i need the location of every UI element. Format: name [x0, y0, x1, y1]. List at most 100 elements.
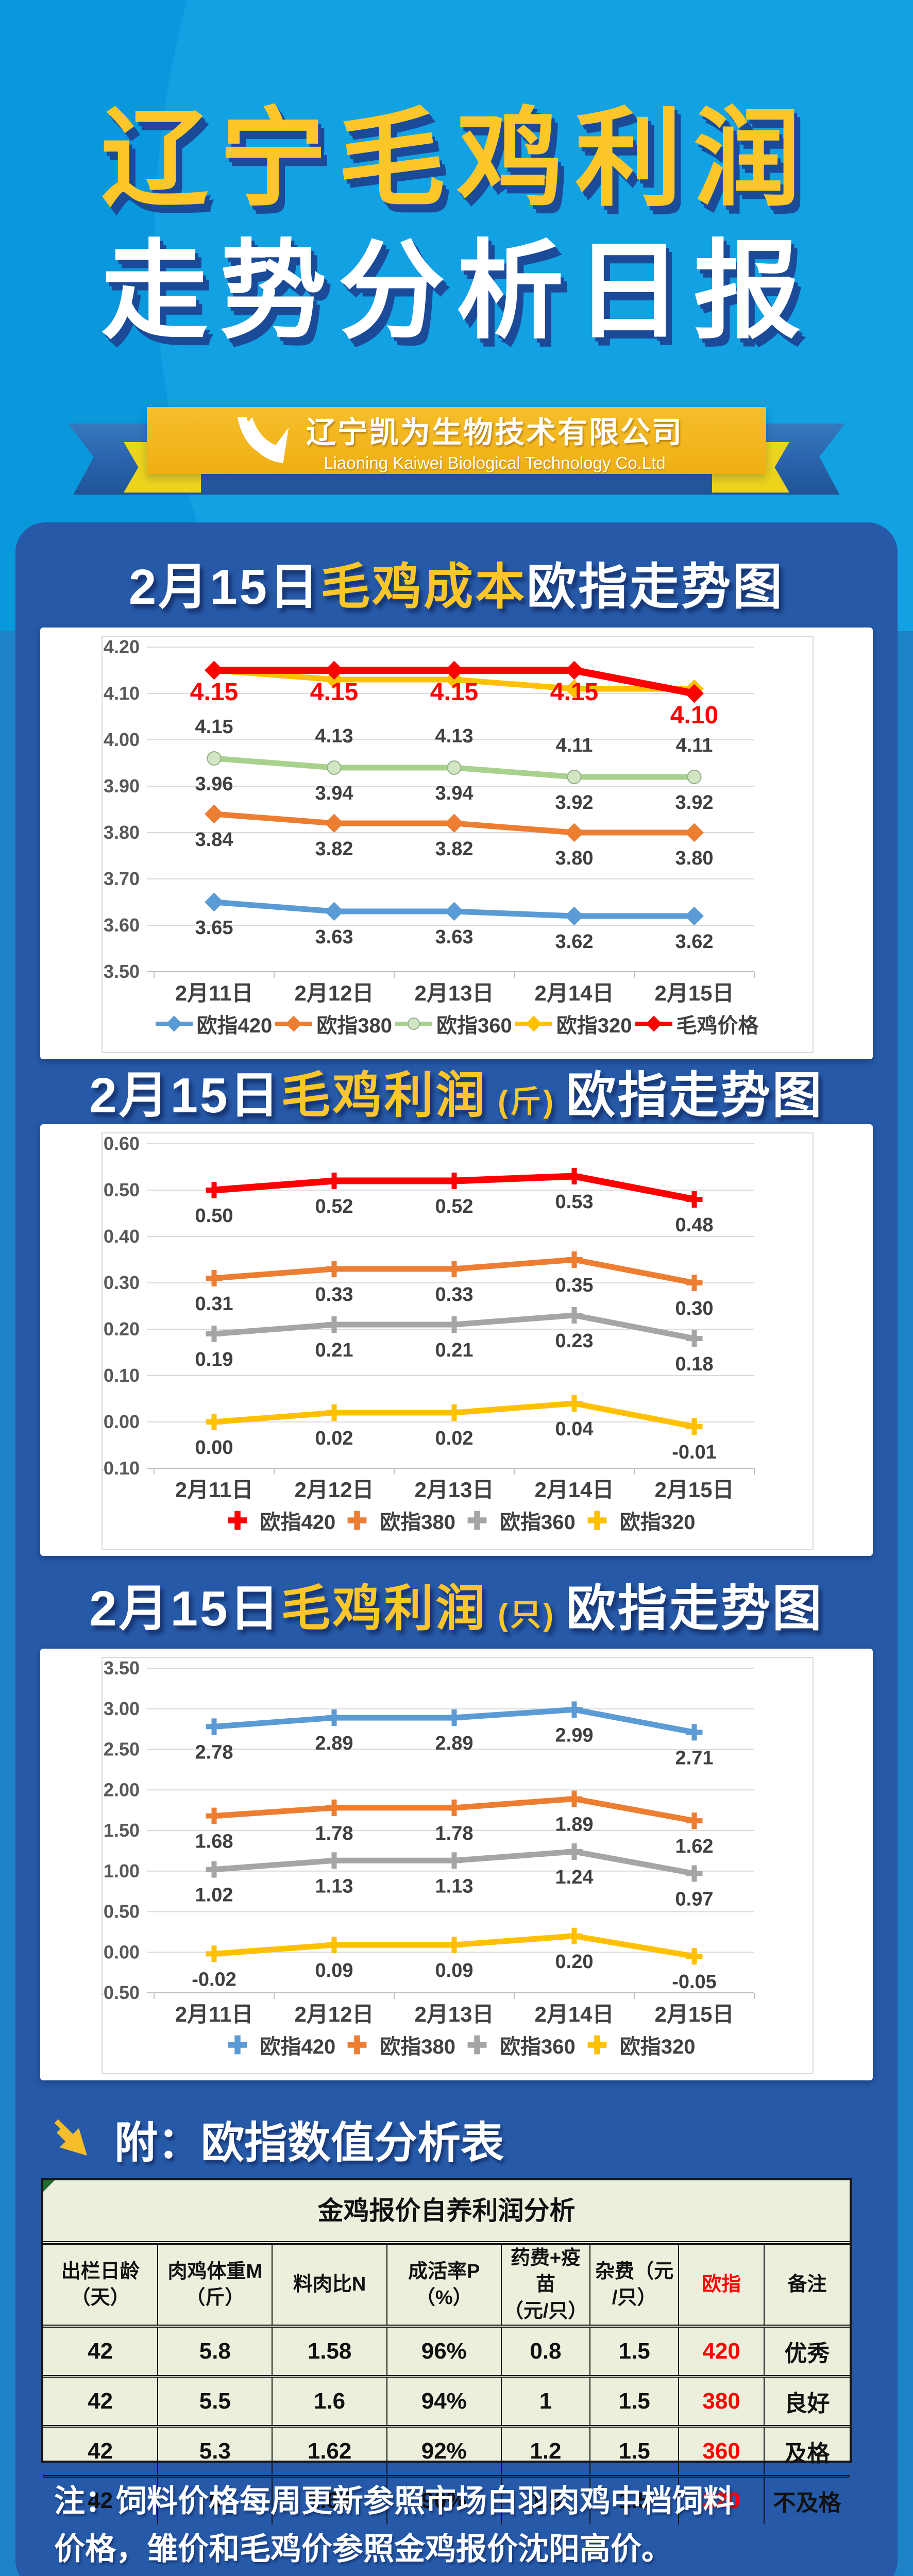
svg-text:3.62: 3.62 — [555, 931, 594, 953]
footnote-line1: 注：饲料价格每周更新参照市场白羽肉鸡中档饲料 — [54, 2484, 734, 2518]
chart1-title: 2月15日毛鸡成本欧指走势图 — [15, 559, 898, 616]
svg-text:4.15: 4.15 — [430, 679, 478, 706]
chart-title-part: 欧指走势图 — [527, 560, 785, 615]
legend-item: 欧指380 — [274, 1009, 392, 1039]
legend-label: 欧指360 — [500, 2036, 576, 2058]
svg-text:3.65: 3.65 — [195, 917, 233, 939]
analysis-header-text: 附：欧指数值分析表 — [114, 2119, 504, 2167]
svg-text:4.13: 4.13 — [315, 725, 353, 747]
table-cell: 42 — [43, 2476, 159, 2524]
svg-text:2.50: 2.50 — [104, 1739, 140, 1760]
svg-text:3.50: 3.50 — [104, 1658, 140, 1679]
legend-item: 欧指380 — [337, 2030, 455, 2060]
svg-text:3.92: 3.92 — [675, 792, 714, 814]
svg-text:4.15: 4.15 — [190, 679, 238, 706]
svg-text:4.15: 4.15 — [310, 679, 358, 706]
table-body: 42 5.8 1.58 96% 0.8 1.5 420 优秀 42 5.5 1.6 94% 1 1.5 38… — [43, 2325, 850, 2524]
svg-text:0.33: 0.33 — [435, 1284, 474, 1306]
chart2-legend: 欧指420 欧指380 欧指360 欧指320 — [40, 1505, 873, 1535]
table-header-cell: 备注 — [764, 2244, 850, 2328]
svg-text:0.02: 0.02 — [315, 1428, 353, 1449]
table-cell: 42 — [43, 2426, 159, 2478]
legend-item: 欧指380 — [337, 1505, 455, 1535]
table-cell: 良好 — [764, 2376, 850, 2428]
svg-text:3.94: 3.94 — [435, 783, 474, 804]
svg-text:3.63: 3.63 — [315, 926, 353, 948]
table-cell: 优秀 — [764, 2325, 850, 2378]
legend-item: 欧指360 — [458, 1505, 576, 1535]
svg-text:1.68: 1.68 — [195, 1831, 233, 1853]
svg-text:3.60: 3.60 — [104, 914, 140, 936]
svg-text:1.13: 1.13 — [435, 1875, 474, 1897]
legend-item: 欧指420 — [155, 1009, 273, 1039]
svg-text:2.99: 2.99 — [555, 1724, 594, 1746]
svg-text:3.80: 3.80 — [675, 848, 714, 869]
analysis-section-header: 附：欧指数值分析表 — [42, 2108, 504, 2171]
chart-title-part: 毛鸡成本 — [320, 560, 527, 615]
svg-text:1.24: 1.24 — [555, 1867, 594, 1888]
table-cell: 5.3 — [157, 2426, 273, 2478]
svg-text:4.11: 4.11 — [556, 735, 593, 756]
svg-text:3.00: 3.00 — [104, 1698, 140, 1719]
chart-title-part: 欧指走势图 — [566, 1068, 824, 1123]
chart1-card: 4.20 4.10 4.00 3.90 3.80 3.70 3.60 3.50 2月11日 2月1… — [40, 628, 873, 1059]
chart3-plot: 3.50 3.00 2.50 2.00 1.50 1.00 0.50 0.00 -0.50 2月1… — [103, 1658, 755, 2026]
svg-text:0.53: 0.53 — [555, 1191, 594, 1213]
svg-text:2.00: 2.00 — [104, 1779, 140, 1800]
table-cell: 1.62 — [272, 2426, 387, 2478]
svg-text:0.02: 0.02 — [435, 1428, 474, 1449]
legend-label: 欧指380 — [380, 1511, 455, 1534]
table-title: 金鸡报价自养利润分析 — [43, 2180, 850, 2244]
svg-text:0.30: 0.30 — [104, 1272, 140, 1293]
svg-text:2月11日: 2月11日 — [175, 2002, 253, 2026]
table-cell: 1.5 — [589, 2426, 680, 2478]
svg-text:2.89: 2.89 — [435, 1733, 474, 1754]
svg-text:2月15日: 2月15日 — [654, 1478, 734, 1502]
chart3-card: 3.50 3.00 2.50 2.00 1.50 1.00 0.50 0.00 -0.50 2月1… — [40, 1649, 873, 2080]
svg-text:0.50: 0.50 — [195, 1205, 233, 1227]
svg-text:0.40: 0.40 — [104, 1226, 140, 1247]
svg-text:1.13: 1.13 — [315, 1875, 353, 1897]
svg-text:4.13: 4.13 — [435, 725, 474, 747]
svg-text:0.97: 0.97 — [675, 1888, 714, 1910]
svg-text:2月14日: 2月14日 — [534, 2002, 614, 2026]
table-cell: 1 — [500, 2376, 591, 2428]
svg-text:0.00: 0.00 — [195, 1437, 233, 1459]
legend-label: 欧指380 — [380, 2036, 455, 2058]
svg-text:-0.05: -0.05 — [672, 1971, 717, 1993]
table-cell: 1.5 — [589, 2476, 680, 2524]
legend-label: 欧指380 — [316, 1014, 392, 1037]
table-cell: 及格 — [764, 2426, 850, 2478]
poster-title-line1: 辽宁毛鸡利润 — [101, 99, 812, 219]
table-cell: 5 — [157, 2476, 273, 2524]
svg-text:0.00: 0.00 — [104, 1411, 140, 1432]
legend-item: 欧指420 — [218, 1505, 335, 1535]
svg-text:0.30: 0.30 — [675, 1298, 714, 1319]
table-cell: 不及格 — [764, 2476, 850, 2524]
table-cell: 420 — [678, 2325, 765, 2378]
table-cell: 96% — [386, 2325, 502, 2378]
table-header-cell: 肉鸡体重M （斤） — [157, 2244, 273, 2328]
svg-text:0.35: 0.35 — [555, 1275, 594, 1296]
table-cell: 42 — [43, 2376, 159, 2428]
svg-text:0.10: 0.10 — [104, 1365, 140, 1386]
svg-text:-0.50: -0.50 — [103, 1982, 140, 2003]
svg-text:2.71: 2.71 — [675, 1747, 714, 1769]
chart2-card: 0.60 0.50 0.40 0.30 0.20 0.10 0.00 -0.10 2月11日 2月… — [40, 1124, 873, 1556]
legend-label: 欧指420 — [196, 1014, 273, 1037]
table-cell: 42 — [43, 2325, 159, 2378]
table-cell: 90% — [386, 2476, 502, 2524]
svg-text:3.50: 3.50 — [104, 961, 140, 982]
svg-text:1.78: 1.78 — [315, 1823, 353, 1844]
svg-text:0.52: 0.52 — [315, 1196, 353, 1217]
svg-text:0.21: 0.21 — [315, 1340, 353, 1361]
table-cell: 1.5 — [589, 2376, 680, 2428]
svg-text:2月15日: 2月15日 — [654, 2002, 734, 2026]
svg-text:0.50: 0.50 — [104, 1901, 140, 1922]
table-header-cell: 成活率P （%） — [386, 2244, 502, 2328]
svg-text:2月12日: 2月12日 — [294, 1478, 374, 1502]
chart3-frame: 3.50 3.00 2.50 2.00 1.50 1.00 0.50 0.00 -0.50 2月1… — [102, 1657, 814, 2074]
company-name-en: Liaoning Kaiwei Biological Technology Co… — [324, 453, 666, 472]
chart3-title: 2月15日毛鸡利润 (只) 欧指走势图 — [15, 1581, 898, 1637]
legend-item: 欧指360 — [394, 1009, 512, 1039]
